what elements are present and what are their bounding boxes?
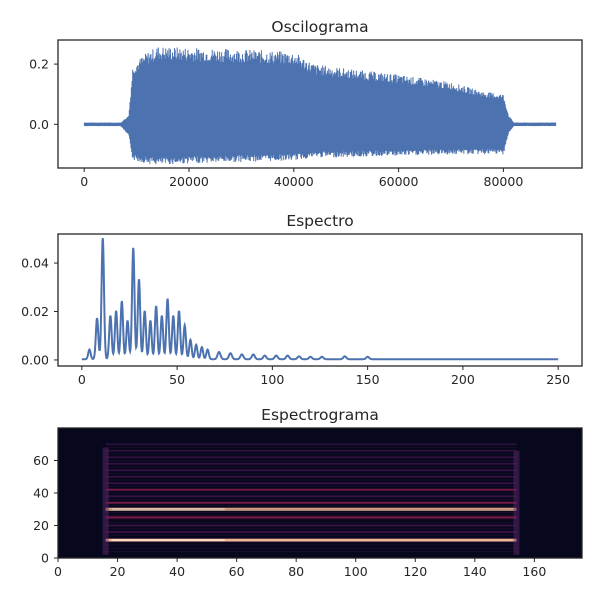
spectrogram-band bbox=[105, 482, 517, 485]
x-tick-label: 120 bbox=[403, 564, 427, 579]
y-tick-label: 0.2 bbox=[29, 57, 49, 72]
spectrogram-harmonic bbox=[105, 456, 517, 458]
x-tick-label: 150 bbox=[356, 372, 380, 387]
spectrogram-band bbox=[105, 488, 517, 491]
y-tick-label: 0 bbox=[41, 551, 49, 566]
spectrogram-harmonic bbox=[105, 541, 517, 543]
spectrogram-onset bbox=[102, 447, 109, 555]
spectrum-title: Espectro bbox=[286, 212, 353, 230]
x-tick-label: 200 bbox=[451, 372, 475, 387]
x-tick-label: 80 bbox=[288, 564, 304, 579]
x-tick-label: 0 bbox=[80, 174, 88, 189]
spectrum-panel: Espectro 0 50 100 150 200 250 0.00 0.02 0.04 bbox=[21, 212, 583, 387]
spectrogram-harmonic bbox=[105, 538, 517, 539]
spectrogram-harmonic bbox=[105, 479, 517, 481]
spectrogram-harmonic bbox=[105, 492, 517, 494]
spectrogram-harmonic bbox=[105, 486, 517, 487]
spectrogram-harmonic bbox=[105, 473, 517, 474]
spectrogram-harmonic bbox=[105, 443, 517, 445]
spectrogram-harmonic bbox=[105, 508, 517, 510]
spectrogram-frame bbox=[57, 427, 583, 559]
y-tick-label: 0.00 bbox=[21, 352, 49, 367]
spectrum-line bbox=[81, 238, 559, 361]
x-tick-label: 20 bbox=[110, 564, 126, 579]
spectrogram-band-highlight bbox=[111, 508, 225, 511]
spectrogram-harmonic bbox=[105, 551, 517, 552]
spectrogram-band bbox=[105, 501, 517, 504]
spectrogram-band bbox=[105, 469, 517, 472]
spectrogram-harmonic bbox=[105, 495, 517, 497]
spectrogram-harmonic bbox=[105, 521, 517, 523]
spectrogram-band bbox=[105, 507, 517, 511]
x-tick-label: 60 bbox=[229, 564, 245, 579]
y-tick-label: 0.02 bbox=[21, 304, 49, 319]
spectrogram-band bbox=[105, 449, 517, 452]
spectrogram-harmonic bbox=[105, 512, 517, 513]
spectrogram-harmonic bbox=[105, 450, 517, 452]
oscilogram-waveform bbox=[83, 47, 557, 165]
spectrogram-harmonic bbox=[105, 531, 517, 533]
spectrogram-harmonic bbox=[105, 499, 517, 500]
spectrogram-harmonic bbox=[105, 476, 517, 478]
spectrogram-harmonic bbox=[105, 482, 517, 484]
spectrogram-band bbox=[105, 456, 517, 459]
spectrogram-band bbox=[105, 538, 517, 542]
oscilogram-panel: Oscilograma 0 20000 40000 60000 80000 0.0 0.2 bbox=[29, 18, 583, 189]
y-tick-label: 60 bbox=[33, 453, 49, 468]
spectrogram-harmonic bbox=[105, 502, 517, 504]
spectrogram-harmonic bbox=[105, 547, 517, 549]
spectrogram-harmonic bbox=[105, 505, 517, 507]
x-tick-label: 40000 bbox=[274, 174, 314, 189]
x-tick-label: 20000 bbox=[169, 174, 209, 189]
spectrogram-harmonic bbox=[105, 544, 517, 546]
spectrogram-harmonic bbox=[105, 525, 517, 526]
spectrogram-band bbox=[105, 475, 517, 478]
x-tick-label: 0 bbox=[54, 564, 62, 579]
x-tick-label: 140 bbox=[463, 564, 487, 579]
oscilogram-title: Oscilograma bbox=[271, 18, 368, 36]
spectrogram-band bbox=[105, 524, 517, 527]
spectrogram-harmonic bbox=[105, 460, 517, 461]
y-tick-label: 0.0 bbox=[29, 117, 49, 132]
spectrogram-harmonic bbox=[105, 447, 517, 448]
x-tick-label: 40 bbox=[169, 564, 185, 579]
spectrogram-harmonic bbox=[105, 515, 517, 517]
spectrogram-harmonic bbox=[105, 466, 517, 468]
y-tick-label: 20 bbox=[33, 518, 49, 533]
spectrum-frame bbox=[57, 233, 583, 367]
spectrogram-band bbox=[105, 516, 517, 519]
spectrogram-band-highlight bbox=[111, 539, 225, 542]
y-tick-label: 0.04 bbox=[21, 256, 49, 271]
x-tick-label: 50 bbox=[169, 372, 185, 387]
spectrogram-harmonic bbox=[105, 489, 517, 491]
spectrogram-band bbox=[105, 495, 517, 498]
x-tick-label: 250 bbox=[546, 372, 570, 387]
spectrogram-harmonic bbox=[105, 463, 517, 465]
x-tick-label: 100 bbox=[344, 564, 368, 579]
spectrogram-harmonic bbox=[105, 518, 517, 520]
spectrogram-offset bbox=[513, 450, 520, 555]
x-tick-label: 80000 bbox=[484, 174, 524, 189]
x-tick-label: 60000 bbox=[379, 174, 419, 189]
spectrogram-title: Espectrograma bbox=[261, 406, 379, 424]
spectrogram-band bbox=[105, 531, 517, 533]
x-tick-label: 0 bbox=[78, 372, 86, 387]
spectrogram-harmonic bbox=[105, 534, 517, 536]
oscilogram-frame bbox=[57, 39, 583, 169]
spectrogram-harmonic bbox=[105, 453, 517, 455]
spectrogram-band bbox=[105, 443, 517, 446]
spectrogram-harmonic bbox=[105, 528, 517, 530]
spectrogram-harmonic bbox=[105, 469, 517, 471]
x-tick-label: 100 bbox=[260, 372, 284, 387]
y-tick-label: 40 bbox=[33, 486, 49, 501]
spectrogram-band bbox=[105, 462, 517, 465]
x-tick-label: 160 bbox=[522, 564, 546, 579]
spectrogram-panel: Espectrograma 0 20 40 60 80 100 120 140 160 0 20 4… bbox=[33, 406, 583, 579]
spectrogram-background bbox=[58, 428, 582, 558]
